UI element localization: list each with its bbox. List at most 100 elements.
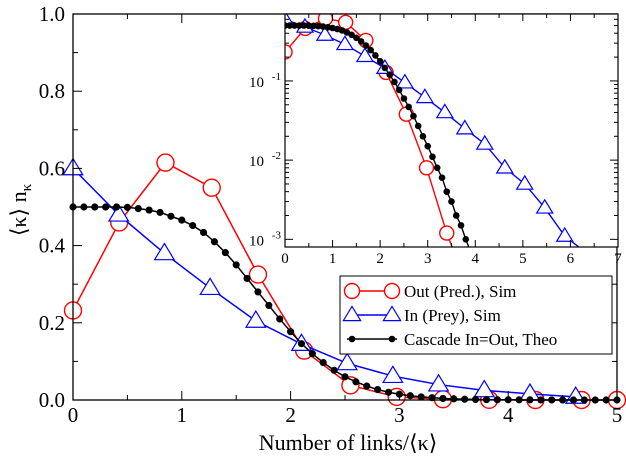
- main-marker-cascade-in-out-theo: [254, 288, 262, 296]
- main-marker-cascade-in-out-theo: [123, 203, 131, 211]
- main-y-tick-label: 0.0: [39, 388, 65, 412]
- legend-label-in-prey-sim: In (Prey), Sim: [404, 306, 501, 325]
- main-marker-out-pred-sim: [248, 265, 268, 284]
- inset-y-tick-exponent: -3: [272, 229, 282, 241]
- inset-marker-cascade-in-out-theo: [357, 38, 365, 45]
- legend-marker-in-prey-sim: [382, 305, 402, 322]
- inset-marker-cascade-in-out-theo: [315, 22, 322, 30]
- main-y-tick-label: 0.8: [39, 79, 65, 103]
- inset-marker-in-prey-sim: [415, 88, 434, 104]
- main-marker-cascade-in-out-theo: [374, 386, 382, 394]
- inset-x-tick-label: 2: [376, 251, 384, 267]
- main-series-in-prey-sim: [62, 157, 587, 404]
- inset-marker-in-prey-sim: [315, 25, 335, 41]
- inset-marker-in-prey-sim: [355, 47, 375, 63]
- main-marker-out-pred-sim: [156, 153, 175, 172]
- inset-marker-cascade-in-out-theo: [286, 22, 294, 29]
- legend-item-cascade-in-out-theo: Cascade In=Out, Theo: [347, 330, 557, 349]
- inset-line-in-prey-sim: [285, 18, 580, 247]
- main-marker-cascade-in-out-theo: [243, 274, 251, 282]
- inset-marker-cascade-in-out-theo: [372, 52, 379, 59]
- inset-marker-in-prey-sim: [515, 174, 534, 190]
- main-marker-cascade-in-out-theo: [80, 203, 88, 211]
- inset-marker-out-pred-sim: [285, 44, 293, 60]
- inset-marker-cascade-in-out-theo: [353, 34, 360, 42]
- inset-x-tick-label: 0: [281, 251, 289, 267]
- y-axis-label-subscript: κ: [19, 183, 35, 191]
- inset-y-tick-label: 10: [249, 154, 264, 170]
- inset-marker-in-prey-sim: [285, 14, 295, 26]
- main-marker-cascade-in-out-theo: [199, 228, 208, 237]
- inset-marker-cascade-in-out-theo: [381, 64, 389, 72]
- inset-x-tick-label: 4: [472, 251, 480, 267]
- legend-label-out-pred-sim: Out (Pred.), Sim: [404, 282, 516, 301]
- main-marker-in-prey-sim: [107, 203, 130, 222]
- inset-marker-cascade-in-out-theo: [429, 153, 436, 161]
- inset-marker-cascade-in-out-theo: [391, 78, 398, 86]
- main-x-tick-label: 4: [503, 403, 514, 427]
- inset-marker-cascade-in-out-theo: [424, 142, 432, 150]
- main-y-tick-label: 1.0: [39, 2, 65, 26]
- legend: Out (Pred.), Sim In (Prey), Sim Cascade In…: [339, 275, 613, 355]
- main-marker-cascade-in-out-theo: [308, 350, 316, 358]
- main-marker-cascade-in-out-theo: [178, 216, 186, 224]
- main-marker-cascade-in-out-theo: [156, 208, 164, 216]
- inset-marker-cascade-in-out-theo: [452, 212, 460, 219]
- inset-marker-cascade-in-out-theo: [448, 198, 455, 205]
- main-plot-series: [62, 153, 626, 410]
- main-y-tick-label: 0.6: [39, 156, 65, 180]
- main-marker-cascade-in-out-theo: [341, 373, 349, 381]
- main-marker-cascade-in-out-theo: [319, 358, 327, 367]
- inset-marker-cascade-in-out-theo: [291, 22, 298, 29]
- inset-marker-cascade-in-out-theo: [405, 103, 412, 111]
- main-marker-cascade-in-out-theo: [287, 328, 295, 336]
- legend-marker-cascade-in-out-theo: [388, 335, 396, 343]
- main-marker-cascade-in-out-theo: [265, 301, 273, 310]
- main-marker-in-prey-sim: [199, 277, 221, 296]
- main-x-tick-label: 5: [612, 403, 623, 427]
- y-axis-label-main: ⟨κ⟩ n: [6, 191, 31, 236]
- main-marker-cascade-in-out-theo: [167, 212, 175, 220]
- main-x-tick-label: 2: [285, 403, 296, 427]
- inset-plot-series: [285, 14, 580, 247]
- inset-marker-cascade-in-out-theo: [414, 122, 422, 130]
- main-marker-in-prey-sim: [427, 373, 450, 392]
- inset-y-tick-exponent: -2: [272, 150, 281, 162]
- inset-marker-cascade-in-out-theo: [376, 57, 384, 65]
- main-marker-in-prey-sim: [336, 352, 359, 371]
- inset-y-tick-label: 10: [249, 233, 264, 249]
- inset-marker-cascade-in-out-theo: [443, 188, 451, 195]
- inset-marker-out-pred-sim: [337, 14, 354, 30]
- main-marker-cascade-in-out-theo: [363, 382, 371, 390]
- inset-marker-out-pred-sim: [418, 160, 435, 176]
- main-marker-cascade-in-out-theo: [91, 203, 99, 211]
- main-marker-in-prey-sim: [153, 242, 176, 261]
- main-marker-cascade-in-out-theo: [189, 221, 197, 230]
- main-x-tick-label: 0: [68, 403, 79, 427]
- inset-marker-in-prey-sim: [395, 73, 414, 89]
- inset-marker-cascade-in-out-theo: [310, 22, 317, 30]
- inset-marker-in-prey-sim: [495, 158, 514, 174]
- main-marker-in-prey-sim: [244, 309, 267, 328]
- inset-marker-cascade-in-out-theo: [433, 164, 441, 172]
- inset-x-tick-label: 1: [329, 251, 337, 267]
- inset-marker-out-pred-sim: [439, 225, 455, 241]
- inset-marker-cascade-in-out-theo: [400, 95, 408, 102]
- inset-marker-cascade-in-out-theo: [295, 22, 303, 29]
- inset-background: [285, 14, 618, 247]
- x-axis-label-main: Number of links/: [259, 430, 410, 455]
- inset-marker-cascade-in-out-theo: [457, 222, 465, 229]
- inset-plot-axes: 0 1 2 3 4 5 6 7 10 -3 10 -2 10 -1: [249, 13, 622, 267]
- inset-series-cascade-in-out-theo: [285, 22, 470, 247]
- main-y-tick-label: 0.4: [39, 234, 66, 258]
- main-y-tick-label: 0.2: [39, 311, 65, 335]
- inset-x-tick-label: 6: [567, 251, 575, 267]
- main-marker-in-prey-sim: [473, 379, 496, 398]
- inset-marker-in-prey-sim: [455, 119, 474, 135]
- inset-marker-in-prey-sim: [475, 134, 494, 150]
- x-axis-label: Number of links/⟨κ⟩: [259, 430, 438, 455]
- inset-marker-cascade-in-out-theo: [410, 112, 417, 120]
- inset-x-tick-label: 7: [614, 251, 622, 267]
- inset-marker-cascade-in-out-theo: [367, 46, 374, 54]
